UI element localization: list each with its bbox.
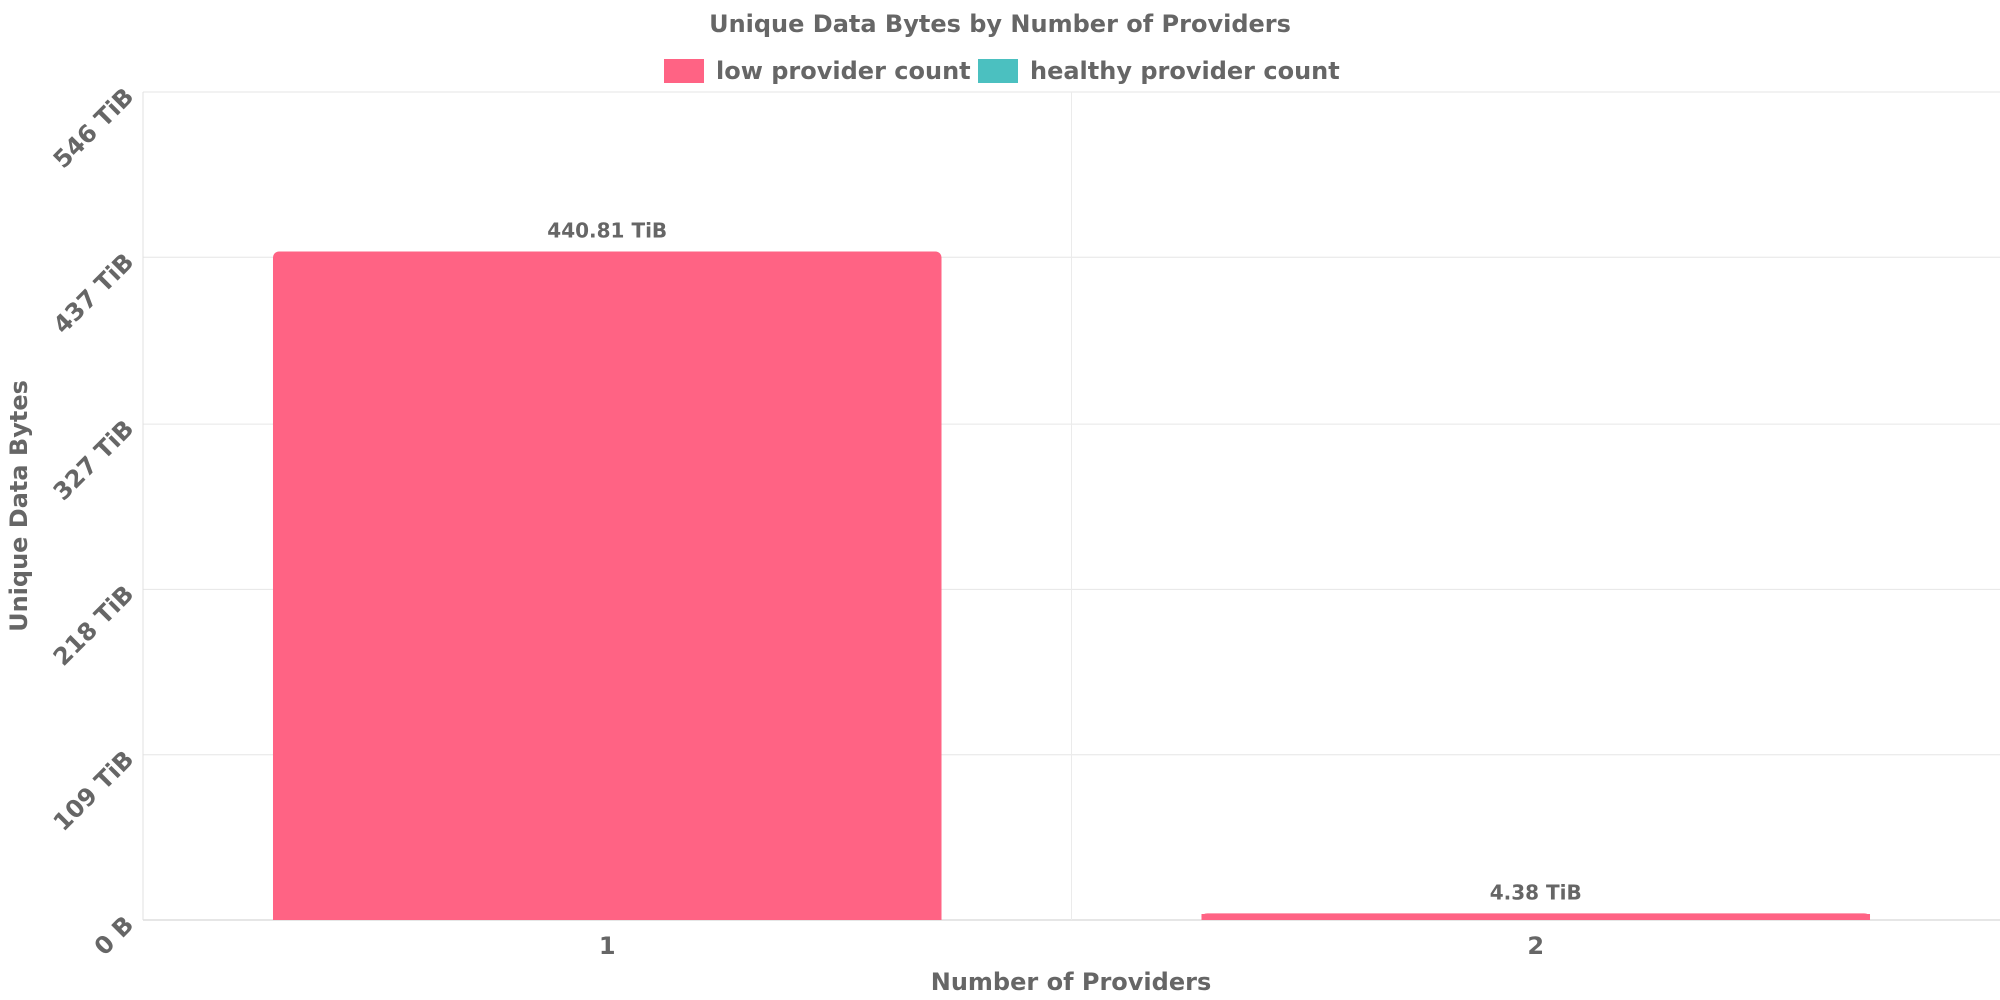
label-layer: 440.81 TiB 4.38 TiB [547,219,1581,905]
legend-swatch-healthy-provider-count [978,59,1018,83]
y-tick-label: 327 TiB [48,415,139,506]
bar-value-label: 440.81 TiB [547,219,667,243]
y-tick-label: 109 TiB [48,745,139,836]
x-tick-label: 1 [599,932,616,960]
y-tick-label: 437 TiB [48,248,139,339]
y-tick-label: 218 TiB [48,580,139,671]
legend-swatch-low-provider-count [664,59,704,83]
legend: low provider count healthy provider coun… [664,57,1340,85]
bar-layer [272,251,1871,920]
legend-item-low-provider-count[interactable]: low provider count [664,57,971,85]
bar-base-2 [1201,914,1871,920]
legend-item-healthy-provider-count[interactable]: healthy provider count [978,57,1340,85]
bar-1[interactable] [272,251,942,920]
x-axis-title: Number of Providers [931,968,1211,996]
y-tick-label: 0 B [89,910,139,960]
x-tick-label: 2 [1527,932,1544,960]
bar-value-label: 4.38 TiB [1490,880,1582,904]
legend-label-low-provider-count: low provider count [716,57,971,85]
y-tick-label: 546 TiB [48,82,139,173]
legend-label-healthy-provider-count: healthy provider count [1030,57,1340,85]
bar-base-1 [272,914,942,920]
chart-title: Unique Data Bytes by Number of Providers [709,10,1291,38]
y-axis-title: Unique Data Bytes [5,380,33,632]
